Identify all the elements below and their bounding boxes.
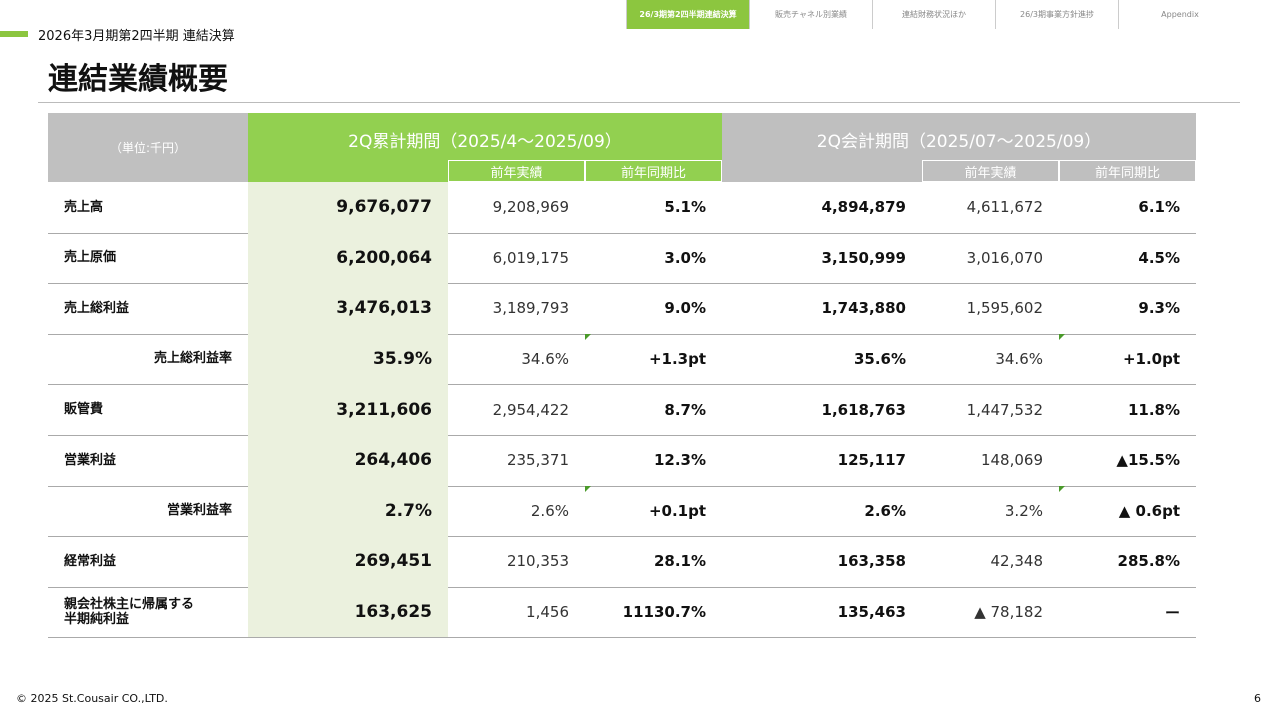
cell-value: 1,618,763 (821, 400, 906, 419)
cell-value: 3,189,793 (492, 299, 569, 318)
cell-value: 9.0% (664, 299, 706, 318)
row-label: 営業利益 (64, 452, 117, 468)
cell-value: 2,954,422 (492, 400, 569, 419)
cell-value: 148,069 (980, 451, 1043, 470)
title: 連結業績概要 (48, 62, 228, 97)
cell-value: 3,476,013 (248, 283, 448, 334)
cell-value: 11130.7% (622, 603, 706, 622)
cell-value: 235,371 (506, 451, 569, 470)
cell-value: 28.1% (653, 552, 706, 571)
cell-value: 4.5% (1138, 248, 1180, 267)
cell-value: 6,019,175 (492, 248, 569, 267)
cell-value: 135,463 (837, 603, 906, 622)
cell-value: 9,676,077 (248, 182, 448, 233)
nav-tab: 26/3期第2四半期連結決算 (626, 0, 749, 29)
corner-marker (1059, 485, 1065, 492)
subtitle: 2026年3月期第2四半期 連結決算 (38, 29, 235, 44)
cell-value: 2.7% (248, 485, 448, 537)
cell-value: 163,625 (248, 586, 448, 638)
copyright: © 2025 St.Cousair CO.,LTD. (16, 692, 168, 705)
cell-value: 1,447,532 (966, 400, 1043, 419)
row-label: 売上高 (64, 199, 104, 215)
sub-header: 前年同期比 (585, 160, 722, 182)
cell-value: 34.6% (995, 350, 1043, 369)
cell-value: 1,743,880 (821, 299, 906, 318)
corner-marker (585, 333, 591, 340)
unit-cell: （単位:千円） (48, 113, 248, 182)
cell-value: 210,353 (506, 552, 569, 571)
cell-value: ー (1164, 603, 1180, 622)
cell-value: 34.6% (521, 350, 569, 369)
nav-tab: 連結財務状況ほか (872, 0, 995, 29)
row-label: 売上原価 (64, 250, 117, 266)
cell-value: 12.3% (653, 451, 706, 470)
row-line (48, 435, 1196, 436)
cell-value: 6.1% (1138, 198, 1180, 217)
page-number: 6 (1254, 692, 1261, 705)
nav-tab: 26/3期事業方針進捗 (995, 0, 1118, 29)
cell-value: 11.8% (1127, 400, 1180, 419)
corner-marker (585, 485, 591, 492)
cell-value: 5.1% (664, 198, 706, 217)
cell-value: 9.3% (1138, 299, 1180, 318)
cell-value: 264,406 (248, 435, 448, 486)
row-line (48, 232, 1196, 234)
cell-value: 269,451 (248, 536, 448, 587)
cell-value: +1.0pt (1122, 350, 1180, 369)
cell-value: 4,611,672 (966, 198, 1043, 217)
cell-value: 35.6% (853, 350, 906, 369)
divider (38, 102, 1240, 103)
cell-value: ▲ 0.6pt (1118, 501, 1180, 520)
row-label: 売上総利益 (64, 300, 130, 316)
cell-value: 2.6% (864, 501, 906, 520)
cell-value: 3,211,606 (248, 384, 448, 435)
cell-value: 3.0% (664, 248, 706, 267)
row-line (48, 637, 1196, 639)
corner-marker (1059, 333, 1065, 340)
nav-tab: Appendix (1118, 0, 1241, 29)
row-line (48, 586, 1196, 588)
cell-value: ▲ 78,182 (974, 603, 1043, 622)
cell-value: 3,016,070 (966, 248, 1043, 267)
nav-tab: 販売チャネル別業績 (749, 0, 872, 29)
row-label: 営業利益率 (166, 503, 232, 519)
row-label: 経常利益 (64, 553, 117, 569)
row-line (48, 536, 1196, 538)
cell-value: 42,348 (990, 552, 1044, 571)
sub-header: 前年実績 (448, 160, 585, 182)
row-line (48, 283, 1196, 285)
cell-value: 4,894,879 (821, 198, 906, 217)
cell-value: 1,595,602 (966, 299, 1043, 318)
cell-value: 9,208,969 (492, 198, 569, 217)
accent-bar (0, 31, 28, 37)
cell-value: 285.8% (1117, 552, 1180, 571)
row-label: 販管費 (64, 401, 104, 417)
cell-value: 1,456 (526, 603, 569, 622)
row-line (48, 333, 1196, 335)
row-line (48, 485, 1196, 487)
cell-value: 3,150,999 (821, 248, 906, 267)
sub-header: 前年実績 (922, 160, 1059, 182)
cell-value: 2.6% (530, 501, 569, 520)
sub-header: 前年同期比 (1059, 160, 1196, 182)
cell-value: +1.3pt (648, 350, 706, 369)
row-label: 売上総利益率 (153, 351, 232, 367)
cell-value: 8.7% (664, 400, 706, 419)
cell-value: 163,358 (837, 552, 906, 571)
cell-value: +0.1pt (648, 501, 706, 520)
cell-value: 6,200,064 (248, 232, 448, 284)
row-label: 親会社株主に帰属する 半期純利益 (64, 596, 195, 628)
row-line (48, 384, 1196, 386)
cell-value: 125,117 (837, 451, 906, 470)
cell-value: 35.9% (248, 333, 448, 385)
cell-value: ▲15.5% (1116, 451, 1180, 470)
cell-value: 3.2% (1004, 501, 1043, 520)
